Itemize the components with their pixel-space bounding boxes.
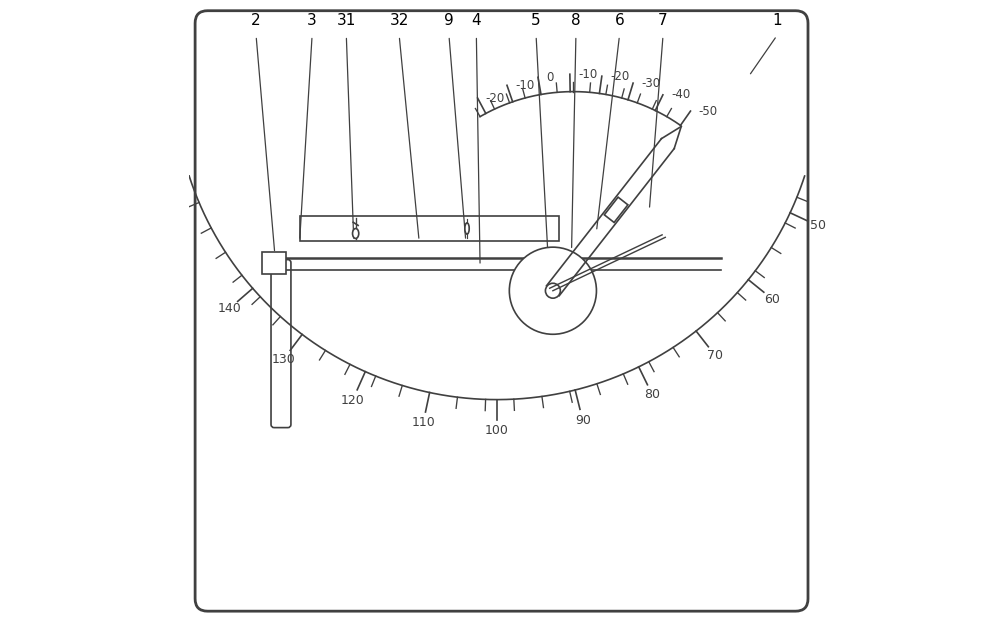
Text: 90: 90: [575, 414, 591, 427]
Text: 31: 31: [337, 13, 356, 28]
Polygon shape: [604, 197, 628, 222]
Text: 60: 60: [765, 292, 780, 306]
Circle shape: [545, 283, 560, 298]
Text: 70: 70: [707, 349, 723, 362]
Text: 2: 2: [251, 13, 261, 28]
Text: 100: 100: [485, 424, 509, 438]
Text: 5: 5: [531, 13, 541, 28]
FancyBboxPatch shape: [195, 11, 808, 611]
Text: 50: 50: [810, 219, 826, 232]
Text: 8: 8: [571, 13, 581, 28]
Text: 3: 3: [307, 13, 317, 28]
Text: -50: -50: [699, 104, 718, 118]
Text: 80: 80: [644, 388, 660, 401]
Text: -30: -30: [641, 77, 660, 89]
FancyBboxPatch shape: [271, 259, 291, 428]
Text: -10: -10: [515, 79, 534, 92]
Circle shape: [509, 247, 596, 334]
Text: 32: 32: [390, 13, 409, 28]
FancyBboxPatch shape: [300, 216, 559, 241]
Text: 1: 1: [772, 13, 782, 28]
Text: -10: -10: [578, 68, 597, 81]
Text: 130: 130: [272, 352, 295, 366]
Text: 140: 140: [217, 302, 241, 315]
Ellipse shape: [465, 223, 469, 234]
Text: 120: 120: [341, 394, 365, 406]
Text: 0: 0: [546, 71, 553, 84]
Text: 6: 6: [615, 13, 624, 28]
Text: -20: -20: [486, 92, 505, 104]
Text: 9: 9: [444, 13, 454, 28]
Text: -20: -20: [610, 69, 629, 82]
Text: -40: -40: [671, 88, 690, 101]
FancyBboxPatch shape: [262, 251, 286, 274]
Text: 4: 4: [472, 13, 481, 28]
Text: 110: 110: [411, 416, 435, 429]
Text: 7: 7: [658, 13, 668, 28]
Ellipse shape: [353, 229, 359, 239]
